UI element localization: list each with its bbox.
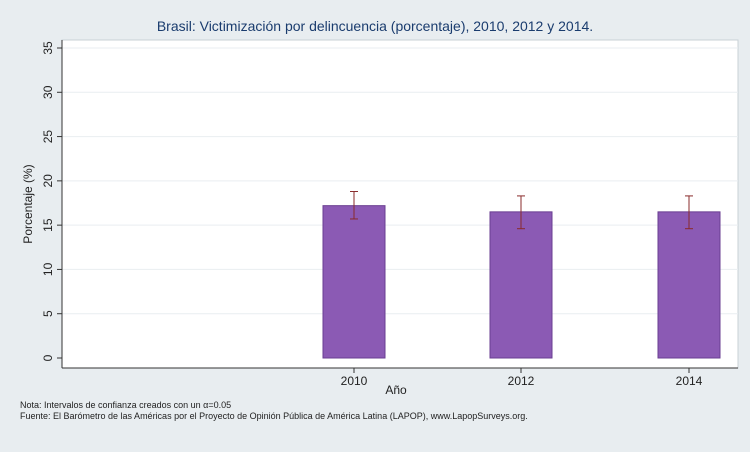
y-tick-label: 5 [41,310,55,317]
y-tick-label: 20 [41,174,55,188]
bar-2010 [322,205,386,359]
y-tick-label: 30 [41,85,55,99]
chart-title: Brasil: Victimización por delincuencia (… [157,18,593,34]
y-tick-label: 35 [41,41,55,55]
x-tick-label-2014: 2014 [676,374,703,388]
x-axis-label: Año [385,383,407,397]
notes: Nota: Intervalos de confianza creados co… [20,400,528,422]
y-axis: 0 5 10 15 20 25 30 35 [41,40,63,368]
y-axis-label: Porcentaje (%) [21,164,35,243]
y-tick-label: 0 [41,354,55,361]
bar-2012 [489,211,553,359]
y-tick-label: 15 [41,218,55,232]
y-tick-label: 25 [41,130,55,144]
bar-layer [322,190,721,359]
note-confidence: Nota: Intervalos de confianza creados co… [20,400,232,410]
grid-layer [62,47,738,315]
y-tick-label: 10 [41,262,55,276]
x-axis: 2010 2012 2014 [62,367,738,388]
note-source: Fuente: El Barómetro de las Américas por… [20,411,528,421]
plot-background [61,39,739,369]
bar-2014 [657,211,721,359]
x-tick-label-2012: 2012 [508,374,535,388]
x-tick-label-2010: 2010 [341,374,368,388]
